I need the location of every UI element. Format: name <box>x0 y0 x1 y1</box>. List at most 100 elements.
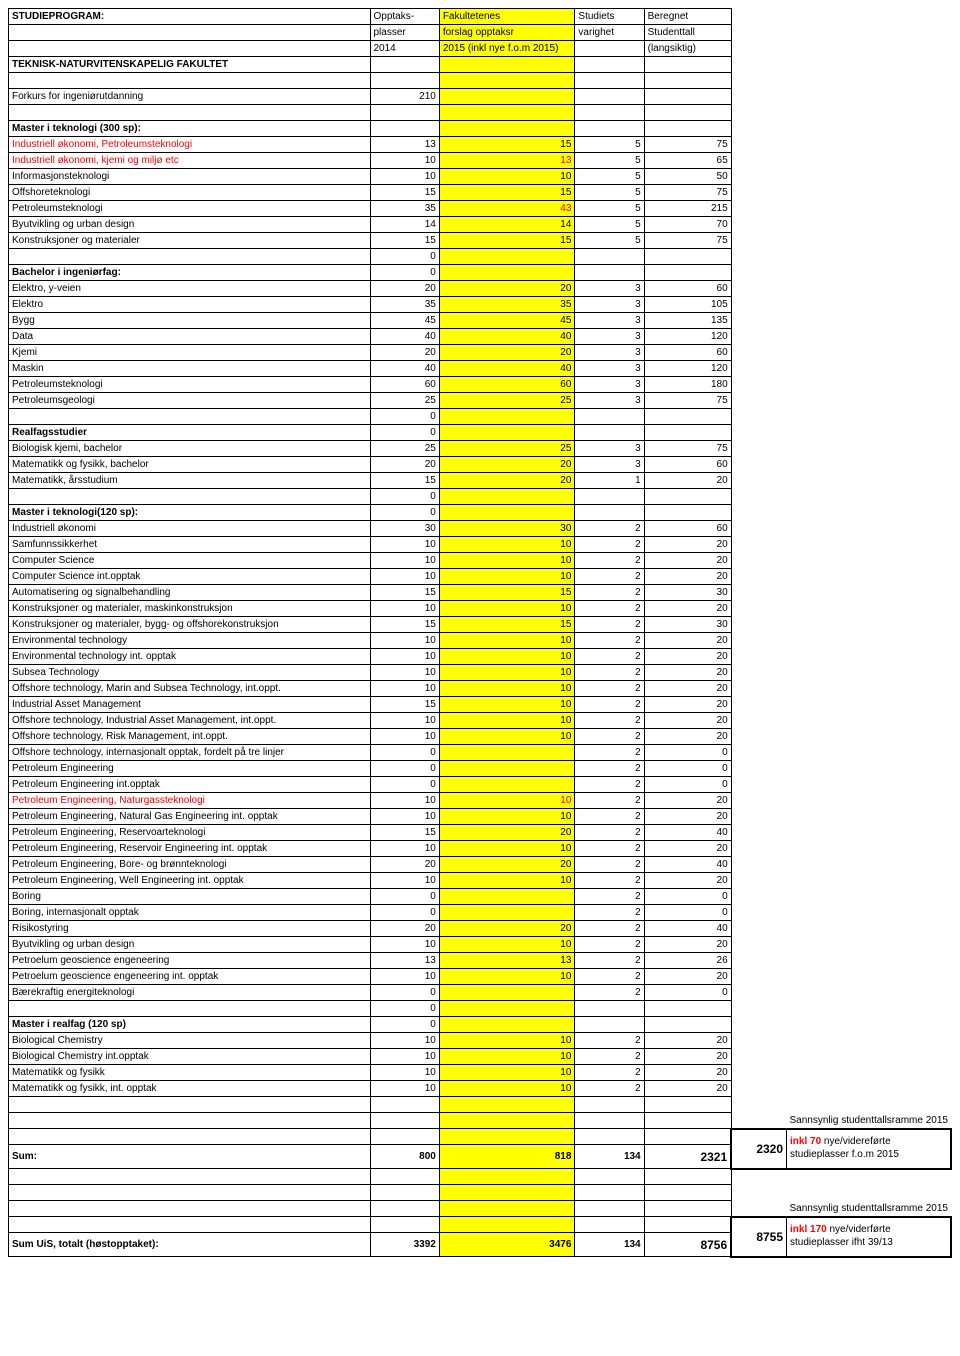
table-cell: Petroelum geoscience engeneering int. op… <box>9 969 371 985</box>
table-cell <box>787 9 951 25</box>
table-cell <box>731 697 786 713</box>
table-cell <box>731 1065 786 1081</box>
table-cell <box>787 441 951 457</box>
table-cell: Kjemi <box>9 345 371 361</box>
table-cell: 10 <box>439 841 575 857</box>
table-cell <box>787 329 951 345</box>
table-cell: Offshore technology, Industrial Asset Ma… <box>9 713 371 729</box>
table-cell <box>731 1097 786 1113</box>
table-cell: Studenttall <box>644 25 731 41</box>
table-cell: 10 <box>439 697 575 713</box>
table-cell <box>644 1201 731 1217</box>
table-cell: 10 <box>370 1049 439 1065</box>
table-cell: 2 <box>575 553 644 569</box>
table-cell: 2 <box>575 569 644 585</box>
table-cell: 2 <box>575 873 644 889</box>
table-cell: Subsea Technology <box>9 665 371 681</box>
table-cell <box>9 1113 371 1129</box>
table-cell: 10 <box>439 1065 575 1081</box>
table-cell <box>787 617 951 633</box>
table-cell: 65 <box>644 153 731 169</box>
table-cell: 2 <box>575 633 644 649</box>
table-cell <box>731 25 786 41</box>
table-cell <box>731 745 786 761</box>
table-cell <box>787 761 951 777</box>
table-cell: Petroleum Engineering, Reservoir Enginee… <box>9 841 371 857</box>
table-cell <box>9 249 371 265</box>
table-cell: Boring <box>9 889 371 905</box>
table-cell: Risikostyring <box>9 921 371 937</box>
table-cell: 10 <box>439 1081 575 1097</box>
table-cell: 20 <box>370 857 439 873</box>
table-cell <box>787 201 951 217</box>
table-cell <box>644 489 731 505</box>
table-cell: Industriell økonomi <box>9 521 371 537</box>
table-cell: plasser <box>370 25 439 41</box>
table-cell: 25 <box>370 393 439 409</box>
table-cell: Petroleum Engineering <box>9 761 371 777</box>
table-cell: Sum UiS, totalt (høstopptaket): <box>9 1233 371 1257</box>
table-cell <box>9 41 371 57</box>
table-cell: 20 <box>370 921 439 937</box>
table-cell: 20 <box>644 681 731 697</box>
table-cell: Petroleumsteknologi <box>9 377 371 393</box>
table-cell: 5 <box>575 217 644 233</box>
table-cell: 13 <box>370 953 439 969</box>
table-cell <box>731 953 786 969</box>
table-cell: 210 <box>370 89 439 105</box>
table-cell <box>731 265 786 281</box>
table-cell <box>9 1097 371 1113</box>
table-cell: 10 <box>439 729 575 745</box>
table-cell: 10 <box>370 1033 439 1049</box>
table-cell <box>644 105 731 121</box>
table-cell: TEKNISK-NATURVITENSKAPELIG FAKULTET <box>9 57 371 73</box>
table-cell: 20 <box>370 345 439 361</box>
table-cell <box>731 1185 786 1201</box>
table-cell <box>439 1185 575 1201</box>
table-cell: 75 <box>644 185 731 201</box>
table-cell <box>787 57 951 73</box>
table-cell <box>731 281 786 297</box>
table-cell: 15 <box>370 233 439 249</box>
table-cell <box>9 1169 371 1185</box>
table-cell <box>787 89 951 105</box>
table-cell: Matematikk og fysikk, bachelor <box>9 457 371 473</box>
table-cell <box>787 953 951 969</box>
table-cell <box>575 1201 644 1217</box>
table-cell <box>787 665 951 681</box>
table-cell <box>731 601 786 617</box>
table-cell <box>731 569 786 585</box>
table-cell: 2015 (inkl nye f.o.m 2015) <box>439 41 575 57</box>
table-cell <box>787 1185 951 1201</box>
table-cell <box>575 505 644 521</box>
table-cell <box>787 793 951 809</box>
table-cell: 0 <box>370 745 439 761</box>
table-cell <box>731 825 786 841</box>
table-cell: 10 <box>439 969 575 985</box>
table-cell: 0 <box>370 425 439 441</box>
table-cell: 0 <box>370 489 439 505</box>
table-cell: 1 <box>575 473 644 489</box>
table-cell <box>731 1081 786 1097</box>
table-cell <box>787 137 951 153</box>
table-cell <box>787 777 951 793</box>
table-cell: Industriell økonomi, kjemi og miljø etc <box>9 153 371 169</box>
table-cell: 30 <box>644 585 731 601</box>
table-cell <box>731 761 786 777</box>
table-cell: 20 <box>644 969 731 985</box>
table-cell <box>575 89 644 105</box>
table-cell: 10 <box>370 169 439 185</box>
table-cell: Samfunnssikkerhet <box>9 537 371 553</box>
table-cell <box>787 825 951 841</box>
table-cell <box>370 105 439 121</box>
table-cell <box>575 489 644 505</box>
table-cell: 5 <box>575 137 644 153</box>
table-cell: 2320 <box>731 1129 786 1169</box>
table-cell: 13 <box>439 153 575 169</box>
table-cell: 20 <box>644 697 731 713</box>
table-cell: 20 <box>644 553 731 569</box>
table-cell: 20 <box>439 345 575 361</box>
table-cell <box>439 1169 575 1185</box>
table-cell: 0 <box>370 985 439 1001</box>
table-cell <box>439 409 575 425</box>
